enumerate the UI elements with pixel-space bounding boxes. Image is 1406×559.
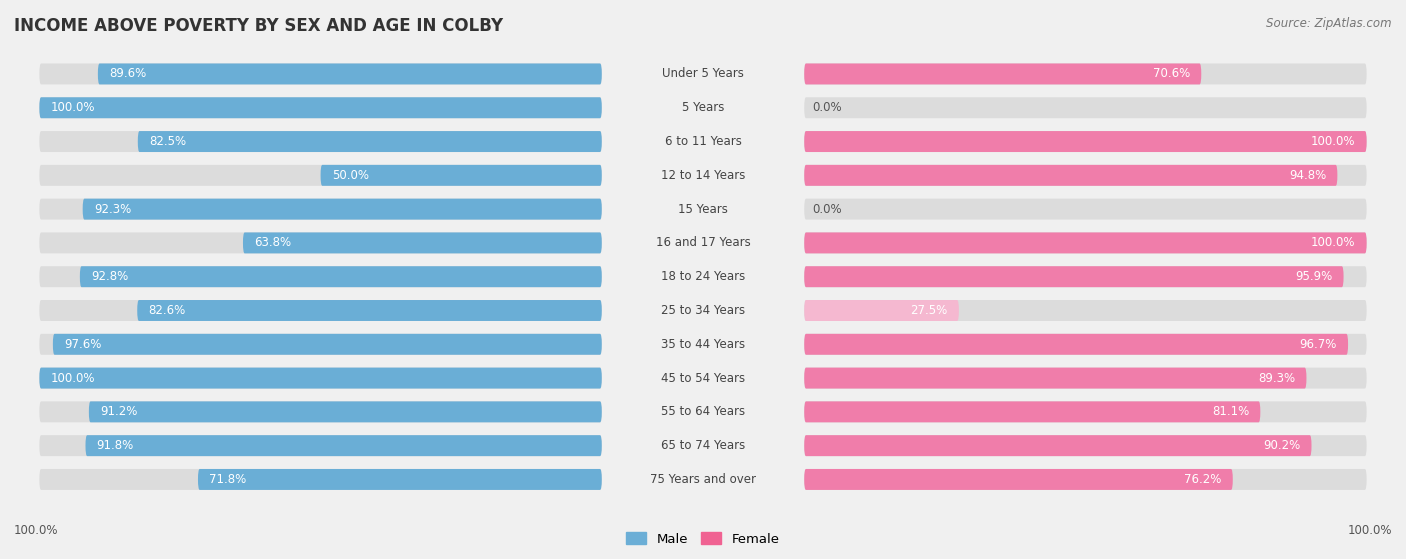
FancyBboxPatch shape <box>39 300 602 321</box>
Text: 100.0%: 100.0% <box>1310 236 1355 249</box>
FancyBboxPatch shape <box>804 368 1367 389</box>
FancyBboxPatch shape <box>39 97 602 118</box>
Text: 97.6%: 97.6% <box>65 338 101 351</box>
FancyBboxPatch shape <box>804 300 1367 321</box>
FancyBboxPatch shape <box>39 97 602 118</box>
FancyBboxPatch shape <box>804 266 1367 287</box>
FancyBboxPatch shape <box>98 64 602 84</box>
Text: 25 to 34 Years: 25 to 34 Years <box>661 304 745 317</box>
Text: 5 Years: 5 Years <box>682 101 724 114</box>
Text: 45 to 54 Years: 45 to 54 Years <box>661 372 745 385</box>
Text: 27.5%: 27.5% <box>911 304 948 317</box>
Text: 100.0%: 100.0% <box>1310 135 1355 148</box>
Text: 81.1%: 81.1% <box>1212 405 1249 418</box>
FancyBboxPatch shape <box>39 435 602 456</box>
Text: 15 Years: 15 Years <box>678 202 728 216</box>
FancyBboxPatch shape <box>39 368 602 389</box>
FancyBboxPatch shape <box>86 435 602 456</box>
Text: 100.0%: 100.0% <box>51 101 96 114</box>
FancyBboxPatch shape <box>804 64 1201 84</box>
Text: 89.3%: 89.3% <box>1258 372 1295 385</box>
Text: 55 to 64 Years: 55 to 64 Years <box>661 405 745 418</box>
FancyBboxPatch shape <box>804 401 1260 423</box>
FancyBboxPatch shape <box>804 469 1367 490</box>
FancyBboxPatch shape <box>804 64 1367 84</box>
Text: 91.2%: 91.2% <box>100 405 138 418</box>
Text: 0.0%: 0.0% <box>813 202 842 216</box>
FancyBboxPatch shape <box>39 233 602 253</box>
FancyBboxPatch shape <box>39 368 602 389</box>
Text: 0.0%: 0.0% <box>813 101 842 114</box>
FancyBboxPatch shape <box>138 131 602 152</box>
Text: 90.2%: 90.2% <box>1263 439 1301 452</box>
Text: 6 to 11 Years: 6 to 11 Years <box>665 135 741 148</box>
FancyBboxPatch shape <box>804 165 1337 186</box>
Text: 18 to 24 Years: 18 to 24 Years <box>661 270 745 283</box>
Text: 65 to 74 Years: 65 to 74 Years <box>661 439 745 452</box>
Text: 95.9%: 95.9% <box>1295 270 1333 283</box>
Text: 76.2%: 76.2% <box>1184 473 1222 486</box>
FancyBboxPatch shape <box>80 266 602 287</box>
Text: 70.6%: 70.6% <box>1153 68 1189 80</box>
FancyBboxPatch shape <box>39 266 602 287</box>
Text: 89.6%: 89.6% <box>110 68 146 80</box>
Text: 71.8%: 71.8% <box>209 473 246 486</box>
FancyBboxPatch shape <box>39 64 602 84</box>
FancyBboxPatch shape <box>39 131 602 152</box>
Text: 94.8%: 94.8% <box>1289 169 1326 182</box>
Text: 63.8%: 63.8% <box>254 236 291 249</box>
FancyBboxPatch shape <box>804 266 1344 287</box>
FancyBboxPatch shape <box>804 435 1312 456</box>
FancyBboxPatch shape <box>804 334 1348 355</box>
FancyBboxPatch shape <box>39 401 602 423</box>
Text: 92.8%: 92.8% <box>91 270 128 283</box>
FancyBboxPatch shape <box>39 165 602 186</box>
Text: 75 Years and over: 75 Years and over <box>650 473 756 486</box>
FancyBboxPatch shape <box>198 469 602 490</box>
FancyBboxPatch shape <box>243 233 602 253</box>
FancyBboxPatch shape <box>804 97 1367 118</box>
FancyBboxPatch shape <box>804 233 1367 253</box>
FancyBboxPatch shape <box>39 198 602 220</box>
FancyBboxPatch shape <box>804 334 1367 355</box>
Text: 100.0%: 100.0% <box>14 524 59 537</box>
Text: 96.7%: 96.7% <box>1299 338 1337 351</box>
Legend: Male, Female: Male, Female <box>621 527 785 551</box>
Text: 92.3%: 92.3% <box>94 202 131 216</box>
FancyBboxPatch shape <box>89 401 602 423</box>
Text: INCOME ABOVE POVERTY BY SEX AND AGE IN COLBY: INCOME ABOVE POVERTY BY SEX AND AGE IN C… <box>14 17 503 35</box>
FancyBboxPatch shape <box>804 368 1306 389</box>
FancyBboxPatch shape <box>804 198 1367 220</box>
FancyBboxPatch shape <box>804 131 1367 152</box>
FancyBboxPatch shape <box>321 165 602 186</box>
FancyBboxPatch shape <box>83 198 602 220</box>
Text: 35 to 44 Years: 35 to 44 Years <box>661 338 745 351</box>
Text: 82.6%: 82.6% <box>149 304 186 317</box>
FancyBboxPatch shape <box>39 469 602 490</box>
Text: 50.0%: 50.0% <box>332 169 368 182</box>
FancyBboxPatch shape <box>804 300 959 321</box>
FancyBboxPatch shape <box>804 233 1367 253</box>
Text: 91.8%: 91.8% <box>97 439 134 452</box>
Text: 82.5%: 82.5% <box>149 135 186 148</box>
FancyBboxPatch shape <box>804 131 1367 152</box>
Text: Source: ZipAtlas.com: Source: ZipAtlas.com <box>1267 17 1392 30</box>
FancyBboxPatch shape <box>39 334 602 355</box>
Text: 16 and 17 Years: 16 and 17 Years <box>655 236 751 249</box>
Text: 12 to 14 Years: 12 to 14 Years <box>661 169 745 182</box>
FancyBboxPatch shape <box>138 300 602 321</box>
FancyBboxPatch shape <box>804 165 1367 186</box>
FancyBboxPatch shape <box>804 435 1367 456</box>
Text: Under 5 Years: Under 5 Years <box>662 68 744 80</box>
FancyBboxPatch shape <box>804 401 1367 423</box>
FancyBboxPatch shape <box>53 334 602 355</box>
Text: 100.0%: 100.0% <box>51 372 96 385</box>
Text: 100.0%: 100.0% <box>1347 524 1392 537</box>
FancyBboxPatch shape <box>804 469 1233 490</box>
